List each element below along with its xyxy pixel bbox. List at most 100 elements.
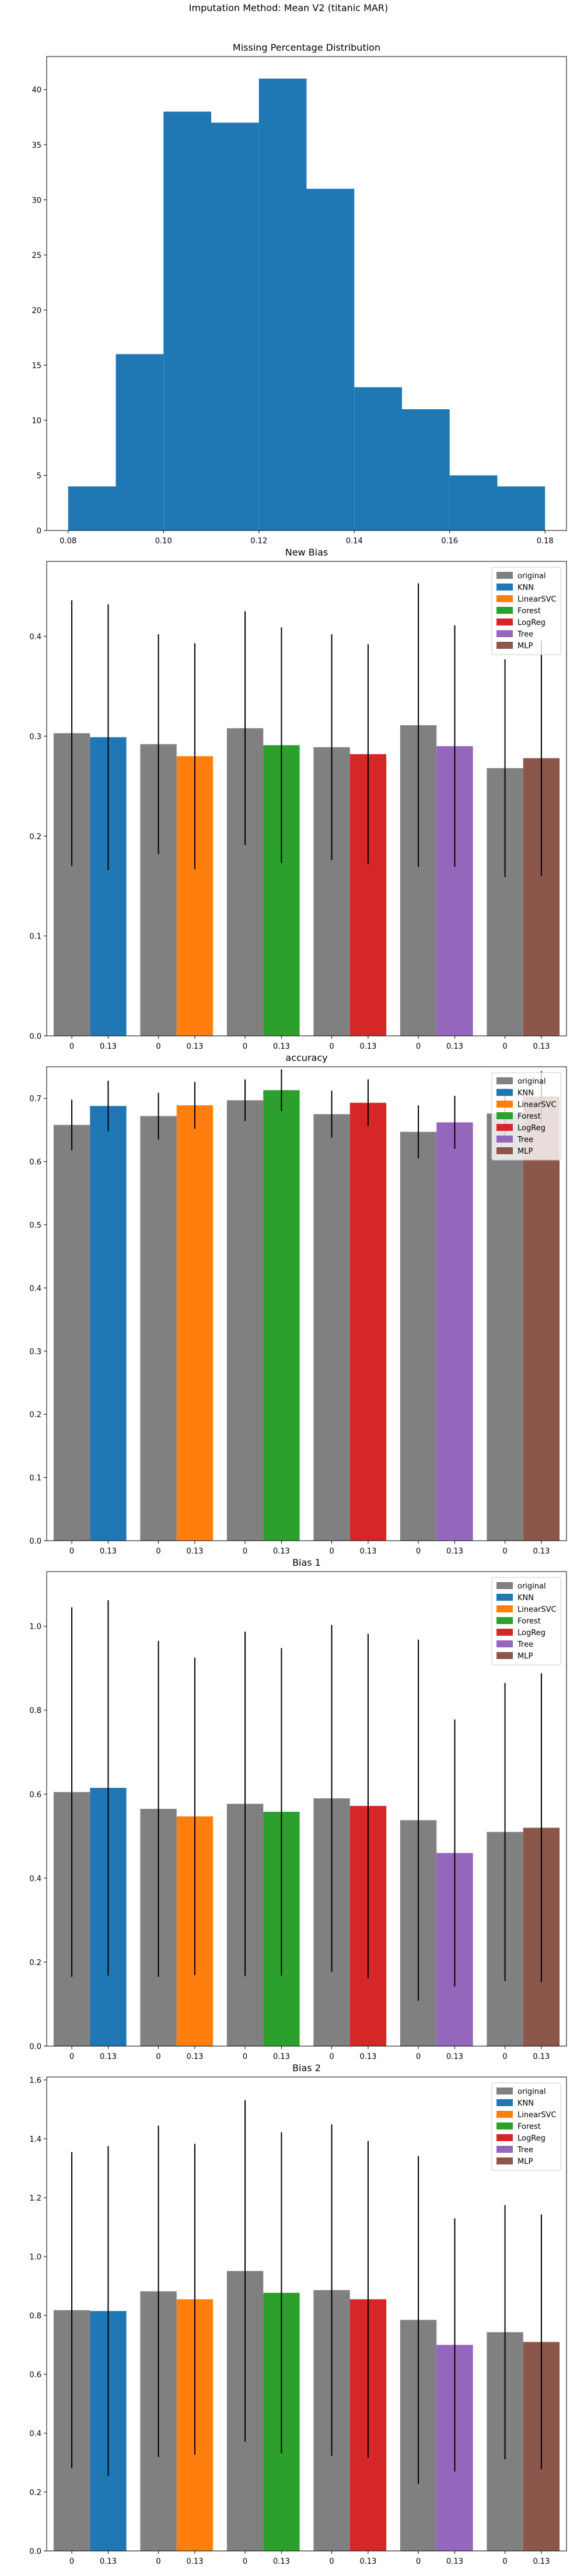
bar-original xyxy=(140,1116,177,1541)
y-tick-label: 1.6 xyxy=(29,2076,41,2085)
legend-label: Tree xyxy=(517,1136,533,1144)
legend-swatch xyxy=(496,2134,513,2141)
x-tick-label: 0 xyxy=(69,1042,74,1051)
y-tick-label: 40 xyxy=(32,86,41,95)
legend: original KNN LinearSVC Forest LogReg Tree MLP xyxy=(491,567,561,655)
legend-swatch xyxy=(496,618,513,625)
x-tick-label: 0 xyxy=(156,2053,160,2061)
y-tick-label: 0.4 xyxy=(29,633,41,642)
legend-label: LinearSVC xyxy=(517,1605,557,1614)
legend-label: LogReg xyxy=(517,618,545,627)
y-tick-label: 0.4 xyxy=(29,1284,41,1293)
legend-label: MLP xyxy=(517,2157,533,2166)
chart-3: Bias 1 0 0.13 0 0.13 0 0.13 0 0.13 0 0.13 0 0.13 orig… xyxy=(29,1557,567,2061)
legend-label: LogReg xyxy=(517,2134,545,2143)
legend-swatch xyxy=(496,1101,513,1108)
x-tick-label: 0.13 xyxy=(533,2557,550,2566)
x-tick-label: 0.12 xyxy=(250,537,267,546)
axes-frame xyxy=(46,2076,567,2552)
histogram-bar xyxy=(68,486,116,530)
chart-title: Bias 2 xyxy=(292,2062,321,2074)
legend-swatch xyxy=(496,1089,513,1096)
legend-swatch xyxy=(496,595,513,602)
x-tick-label: 0 xyxy=(243,2557,247,2566)
x-tick-label: 0.13 xyxy=(273,1042,290,1051)
y-tick-label: 30 xyxy=(32,196,41,205)
x-tick-label: 0 xyxy=(156,2557,160,2566)
x-tick-label: 0.08 xyxy=(60,537,76,546)
x-tick-label: 0 xyxy=(502,1547,507,1556)
legend-label: MLP xyxy=(517,1652,533,1661)
y-tick-label: 0.6 xyxy=(29,2371,41,2380)
x-tick-label: 0 xyxy=(502,2053,507,2061)
legend: original KNN LinearSVC Forest LogReg Tree MLP xyxy=(491,1577,561,1665)
legend-swatch xyxy=(496,630,513,637)
y-tick-label: 15 xyxy=(32,361,41,370)
axes-frame xyxy=(46,561,567,1036)
bar-logreg xyxy=(349,1102,387,1541)
x-tick-label: 0 xyxy=(502,1042,507,1051)
histogram-bar xyxy=(497,486,545,530)
legend-swatch xyxy=(496,2087,513,2094)
x-tick-label: 0.18 xyxy=(537,537,554,546)
legend-swatch xyxy=(496,1652,513,1659)
y-tick-label: 0.2 xyxy=(29,2489,41,2497)
figure-suptitle: Imputation Method: Mean V2 (titanic MAR) xyxy=(189,2,388,13)
histogram-bar xyxy=(211,122,259,530)
bar-original xyxy=(313,1114,350,1541)
x-tick-label: 0.16 xyxy=(441,537,458,546)
y-tick-label: 0.8 xyxy=(29,2312,41,2321)
x-tick-label: 0.14 xyxy=(346,537,363,546)
y-tick-label: 35 xyxy=(32,141,41,150)
x-tick-label: 0.13 xyxy=(100,1547,117,1556)
legend-swatch xyxy=(496,1594,513,1601)
legend-swatch xyxy=(496,1629,513,1636)
legend-label: LogReg xyxy=(517,1124,545,1133)
chart-title: Bias 1 xyxy=(292,1557,321,1568)
x-tick-label: 0.13 xyxy=(273,2053,290,2061)
legend-swatch xyxy=(496,2146,513,2153)
legend-label: KNN xyxy=(517,1089,534,1098)
x-tick-label: 0 xyxy=(156,1547,160,1556)
x-tick-label: 0 xyxy=(69,2557,74,2566)
legend-swatch xyxy=(496,1124,513,1131)
x-tick-label: 0 xyxy=(243,2053,247,2061)
x-tick-label: 0 xyxy=(243,1042,247,1051)
histogram-bar xyxy=(116,354,164,530)
legend-label: Forest xyxy=(517,2122,541,2131)
chart-2: accuracy 0 0.13 0 0.13 0 0.13 0 0.13 0 0.13 0 0.13 or… xyxy=(29,1052,567,1556)
histogram-bar xyxy=(449,475,498,530)
legend-label: original xyxy=(517,1582,546,1591)
bar-original xyxy=(400,1131,437,1541)
y-tick-label: 0.0 xyxy=(29,1032,41,1041)
y-tick-label: 0.8 xyxy=(29,1707,41,1716)
legend-label: Forest xyxy=(517,607,541,616)
x-tick-label: 0.13 xyxy=(100,1042,117,1051)
histogram-bar xyxy=(354,387,402,530)
x-tick-label: 0 xyxy=(156,1042,160,1051)
y-tick-label: 25 xyxy=(32,251,41,260)
y-tick-label: 0.4 xyxy=(29,1875,41,1883)
x-tick-label: 0.13 xyxy=(446,2557,463,2566)
y-tick-label: 0.2 xyxy=(29,1411,41,1419)
y-tick-label: 0.3 xyxy=(29,1348,41,1356)
legend-swatch xyxy=(496,1112,513,1119)
axes-frame xyxy=(46,56,567,531)
x-tick-label: 0.13 xyxy=(100,2557,117,2566)
legend-label: KNN xyxy=(517,1594,534,1602)
legend-label: LogReg xyxy=(517,1629,545,1637)
legend-swatch xyxy=(496,584,513,591)
legend: original KNN LinearSVC Forest LogReg Tree MLP xyxy=(491,2082,561,2171)
x-tick-label: 0 xyxy=(416,2053,421,2061)
y-tick-label: 1.4 xyxy=(29,2135,41,2144)
legend-swatch xyxy=(496,1582,513,1589)
y-tick-label: 1.0 xyxy=(29,1623,41,1632)
bar-original xyxy=(53,1124,90,1541)
y-tick-label: 0.0 xyxy=(29,2043,41,2051)
y-tick-label: 5 xyxy=(37,472,41,480)
y-tick-label: 0.1 xyxy=(29,1474,41,1483)
bar-original xyxy=(487,1113,523,1541)
y-tick-label: 0.2 xyxy=(29,832,41,841)
y-tick-label: 0.2 xyxy=(29,1959,41,1967)
